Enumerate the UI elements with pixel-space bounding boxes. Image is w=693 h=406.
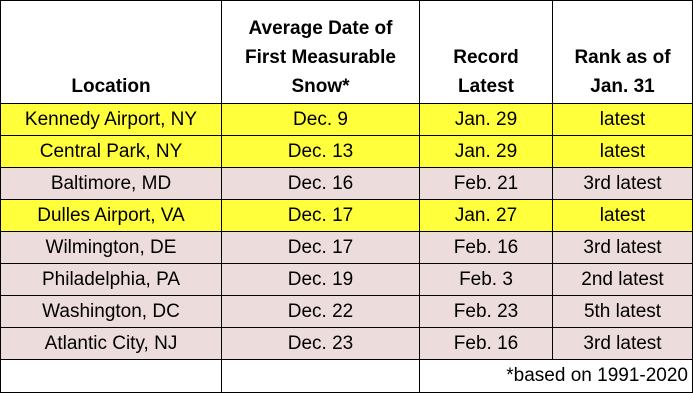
rank-cell: 2nd latest [552, 263, 693, 296]
location-cell: Atlantic City, NJ [0, 327, 222, 360]
location-cell: Wilmington, DE [0, 231, 222, 264]
average-date-cell: Dec. 16 [221, 167, 420, 200]
rank-cell: 5th latest [552, 295, 693, 328]
snow-records-table: Location Average Date of First Measurabl… [0, 0, 693, 393]
record-latest-cell: Feb. 16 [419, 231, 553, 264]
record-latest-cell: Jan. 29 [419, 103, 553, 136]
record-latest-cell: Feb. 3 [419, 263, 553, 296]
rank-cell: latest [552, 103, 693, 136]
table-row: Atlantic City, NJ Dec. 23 Feb. 16 3rd lates… [0, 327, 693, 360]
table-row: Philadelphia, PA Dec. 19 Feb. 3 2nd latest [0, 263, 693, 296]
record-latest-cell: Feb. 21 [419, 167, 553, 200]
average-date-cell: Dec. 19 [221, 263, 420, 296]
location-cell: Washington, DC [0, 295, 222, 328]
table-row: Dulles Airport, VA Dec. 17 Jan. 27 latest [0, 199, 693, 232]
header-location: Location [0, 0, 222, 104]
table-row: Wilmington, DE Dec. 17 Feb. 16 3rd latest [0, 231, 693, 264]
table-body: Kennedy Airport, NY Dec. 9 Jan. 29 latest Ce… [0, 103, 693, 360]
location-cell: Baltimore, MD [0, 167, 222, 200]
table-row: Baltimore, MD Dec. 16 Feb. 21 3rd latest [0, 167, 693, 200]
record-latest-cell: Jan. 27 [419, 199, 553, 232]
footnote-blank-cell [221, 359, 420, 393]
header-row: Location Average Date of First Measurabl… [0, 0, 693, 104]
average-date-cell: Dec. 13 [221, 135, 420, 168]
average-date-cell: Dec. 17 [221, 231, 420, 264]
footnote-blank-cell [0, 359, 222, 393]
footnote-row: *based on 1991-2020 [0, 359, 693, 393]
rank-cell: 3rd latest [552, 167, 693, 200]
table-row: Central Park, NY Dec. 13 Jan. 29 latest [0, 135, 693, 168]
record-latest-cell: Feb. 23 [419, 295, 553, 328]
table-row: Washington, DC Dec. 22 Feb. 23 5th latest [0, 295, 693, 328]
footnote: *based on 1991-2020 [419, 359, 693, 393]
rank-cell: 3rd latest [552, 231, 693, 264]
location-cell: Dulles Airport, VA [0, 199, 222, 232]
rank-cell: latest [552, 135, 693, 168]
table-row: Kennedy Airport, NY Dec. 9 Jan. 29 latest [0, 103, 693, 136]
location-cell: Philadelphia, PA [0, 263, 222, 296]
rank-cell: latest [552, 199, 693, 232]
average-date-cell: Dec. 23 [221, 327, 420, 360]
header-record-latest: Record Latest [419, 0, 553, 104]
average-date-cell: Dec. 17 [221, 199, 420, 232]
average-date-cell: Dec. 9 [221, 103, 420, 136]
rank-cell: 3rd latest [552, 327, 693, 360]
average-date-cell: Dec. 22 [221, 295, 420, 328]
record-latest-cell: Feb. 16 [419, 327, 553, 360]
header-rank: Rank as of Jan. 31 [552, 0, 693, 104]
header-average-date: Average Date of First Measurable Snow* [221, 0, 420, 104]
record-latest-cell: Jan. 29 [419, 135, 553, 168]
location-cell: Kennedy Airport, NY [0, 103, 222, 136]
location-cell: Central Park, NY [0, 135, 222, 168]
